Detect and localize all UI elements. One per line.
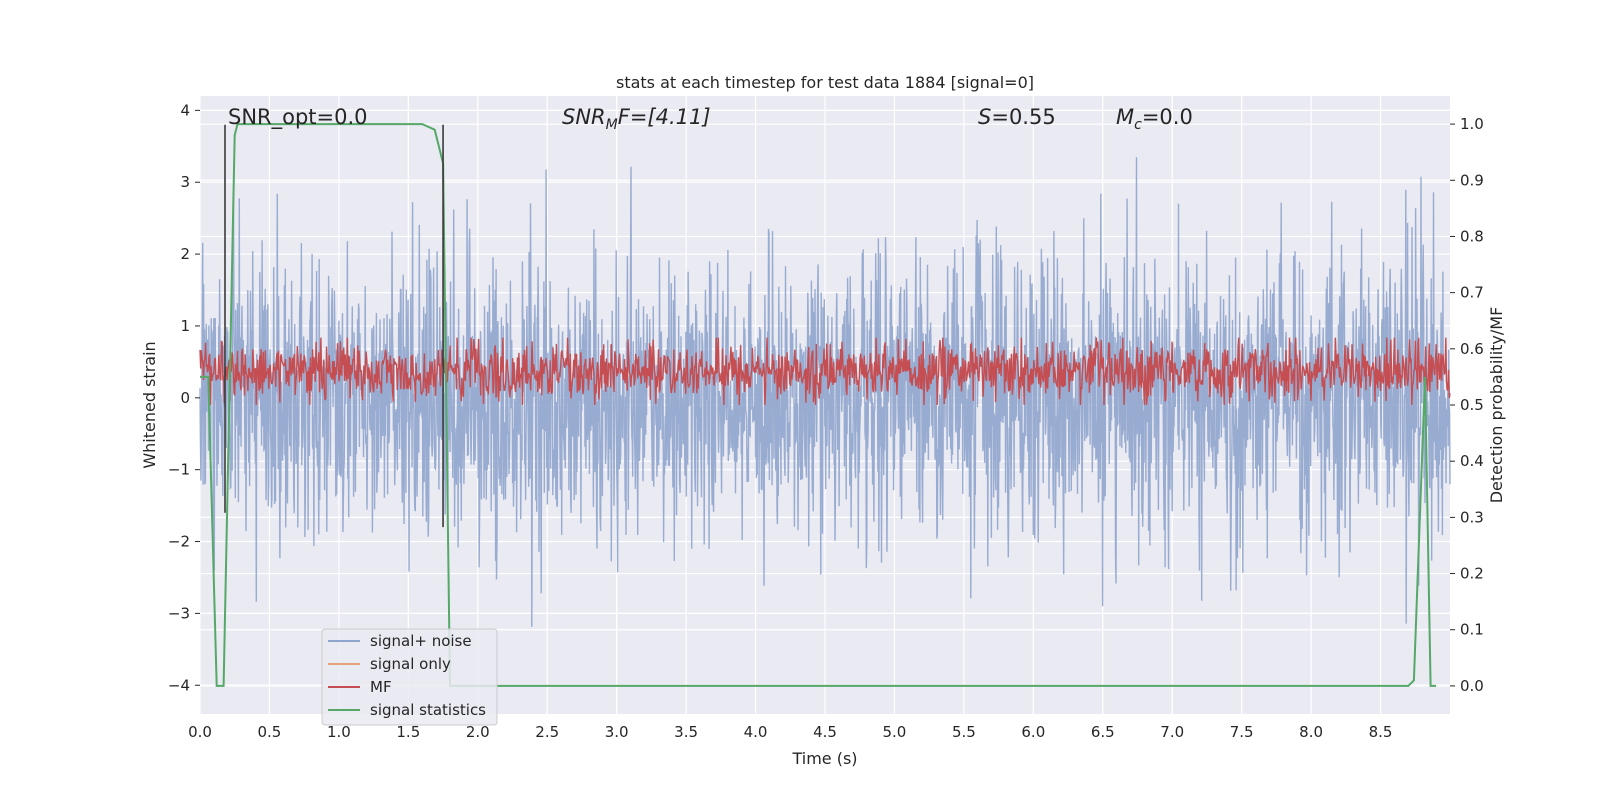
axes: 0.0 0.5 1.0 1.5 2.0 2.5 3.0 3.5 4.0 4.5 5.0 5.5 6.0 6… bbox=[168, 101, 1484, 741]
legend-label-signal-statistics: signal statistics bbox=[370, 701, 486, 719]
x-tick-label: 8.0 bbox=[1299, 723, 1323, 741]
x-tick-label: 4.5 bbox=[813, 723, 837, 741]
x-tick-label: 2.0 bbox=[466, 723, 490, 741]
x-tick-label: 3.5 bbox=[674, 723, 698, 741]
x-tick-label: 2.5 bbox=[535, 723, 559, 741]
data-layer bbox=[199, 123, 1451, 687]
annotation-snr-mf: SNRMF=[4.11] bbox=[562, 105, 711, 133]
annotation-snr-mf-sub: M bbox=[606, 117, 618, 133]
y-tick-label: 0 bbox=[180, 389, 190, 407]
x-axis-label: Time (s) bbox=[791, 749, 857, 768]
y-tick-label-right: 0.5 bbox=[1460, 396, 1484, 414]
x-tick-label: 1.5 bbox=[396, 723, 420, 741]
x-tick-label: 8.5 bbox=[1369, 723, 1393, 741]
y-tick-label-right: 0.6 bbox=[1460, 340, 1484, 358]
y-tick-label-right: 0.0 bbox=[1460, 677, 1484, 695]
y-tick-label-right: 0.2 bbox=[1460, 565, 1484, 583]
y-tick-label-right: 0.4 bbox=[1460, 452, 1484, 470]
annotation-mc-sub: c bbox=[1134, 117, 1142, 133]
x-tick-label: 6.0 bbox=[1021, 723, 1045, 741]
y-axis-label-right: Detection probability/MF bbox=[1487, 307, 1506, 504]
y-tick-label: 2 bbox=[180, 245, 190, 263]
series-mf bbox=[199, 337, 1451, 406]
annotation-snr-opt: SNR_opt=0.0 bbox=[228, 105, 368, 130]
annotation-mc: Mc=0.0 bbox=[1116, 105, 1193, 133]
x-tick-label: 0.5 bbox=[258, 723, 282, 741]
x-tick-label: 7.0 bbox=[1160, 723, 1184, 741]
y-tick-label: −2 bbox=[168, 533, 190, 551]
x-tick-label: 5.5 bbox=[952, 723, 976, 741]
x-tick-label: 5.0 bbox=[883, 723, 907, 741]
series-signal-noise bbox=[199, 157, 1451, 627]
legend-label-mf: MF bbox=[370, 678, 392, 696]
y-tick-label: −1 bbox=[168, 461, 190, 479]
y-tick-label-right: 0.8 bbox=[1460, 227, 1484, 245]
series-signal-statistics bbox=[200, 123, 1437, 687]
annotation-s: S=0.55 bbox=[978, 105, 1056, 129]
annotation-mc-tail: =0.0 bbox=[1142, 105, 1193, 129]
legend-label-signal-only: signal only bbox=[370, 655, 451, 673]
legend-box bbox=[321, 628, 498, 726]
legend: signal+ noise signal only MF signal stat… bbox=[321, 628, 498, 726]
y-tick-label-right: 0.3 bbox=[1460, 508, 1484, 526]
x-tick-label: 7.5 bbox=[1230, 723, 1254, 741]
annotation-s-tail: =0.55 bbox=[991, 105, 1055, 129]
x-tick-label: 0.0 bbox=[188, 723, 212, 741]
y-tick-label-right: 0.1 bbox=[1460, 621, 1484, 639]
legend-label-signal-noise: signal+ noise bbox=[370, 632, 472, 650]
x-tick-label: 1.0 bbox=[327, 723, 351, 741]
x-tick-label: 4.0 bbox=[744, 723, 768, 741]
y-tick-label: 4 bbox=[180, 101, 190, 119]
y-tick-label: 3 bbox=[180, 173, 190, 191]
y-tick-label-right: 0.7 bbox=[1460, 284, 1484, 302]
y-tick-label-right: 0.9 bbox=[1460, 171, 1484, 189]
y-tick-label: −3 bbox=[168, 604, 190, 622]
chart-title: stats at each timestep for test data 188… bbox=[616, 73, 1034, 92]
y-tick-label-right: 1.0 bbox=[1460, 115, 1484, 133]
x-tick-label: 3.0 bbox=[605, 723, 629, 741]
y-tick-label: 1 bbox=[180, 317, 190, 335]
annotation-snr-mf-tail: F=[4.11] bbox=[618, 105, 711, 129]
x-tick-label: 6.5 bbox=[1091, 723, 1115, 741]
annotation-s-main: S bbox=[978, 105, 991, 129]
y-tick-label: −4 bbox=[168, 676, 190, 694]
annotation-snr-mf-main: SNR bbox=[562, 105, 606, 129]
annotation-mc-main: M bbox=[1116, 105, 1134, 129]
y-axis-label: Whitened strain bbox=[140, 341, 159, 468]
